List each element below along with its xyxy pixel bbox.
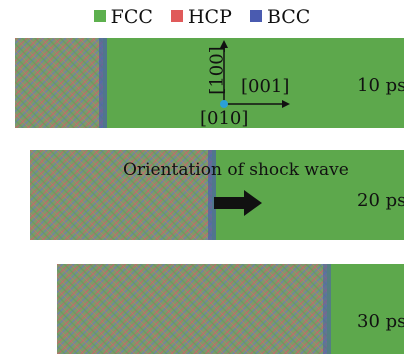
axis-label-001: [001]: [241, 76, 290, 97]
legend: FCC HCP BCC: [0, 6, 404, 28]
structure-map-30ps: [57, 264, 404, 354]
axis-label-010: [010]: [200, 108, 249, 128]
time-label-10ps: 10 ps: [357, 75, 404, 96]
shock-wave-label: Orientation of shock wave: [123, 160, 349, 180]
structure-map-20ps: [30, 150, 404, 240]
panel-20ps: Orientation of shock wave 20 ps: [30, 150, 404, 240]
structure-map-10ps: [15, 38, 404, 128]
panel-30ps: 30 ps: [57, 264, 404, 354]
fcc-swatch: [93, 10, 106, 22]
legend-item-fcc: FCC: [93, 6, 153, 28]
axis-001-arrowhead: [282, 100, 290, 108]
crystal-axes: [220, 40, 290, 108]
axis-label-100: [100]: [206, 46, 228, 95]
legend-label-bcc: BCC: [266, 6, 311, 28]
legend-item-hcp: HCP: [170, 6, 232, 28]
time-label-30ps: 30 ps: [357, 311, 404, 332]
time-label-20ps: 20 ps: [357, 190, 404, 211]
hcp-swatch: [170, 10, 183, 22]
bcc-swatch: [249, 10, 262, 22]
panel-10ps: [100] [001] [010] 10 ps: [15, 38, 404, 128]
axis-010-origin-dot: [220, 100, 228, 108]
legend-label-hcp: HCP: [187, 6, 232, 28]
legend-item-bcc: BCC: [249, 6, 311, 28]
axis-100-arrowhead: [220, 40, 228, 48]
legend-label-fcc: FCC: [110, 6, 153, 28]
shock-direction-arrow: [214, 190, 262, 216]
